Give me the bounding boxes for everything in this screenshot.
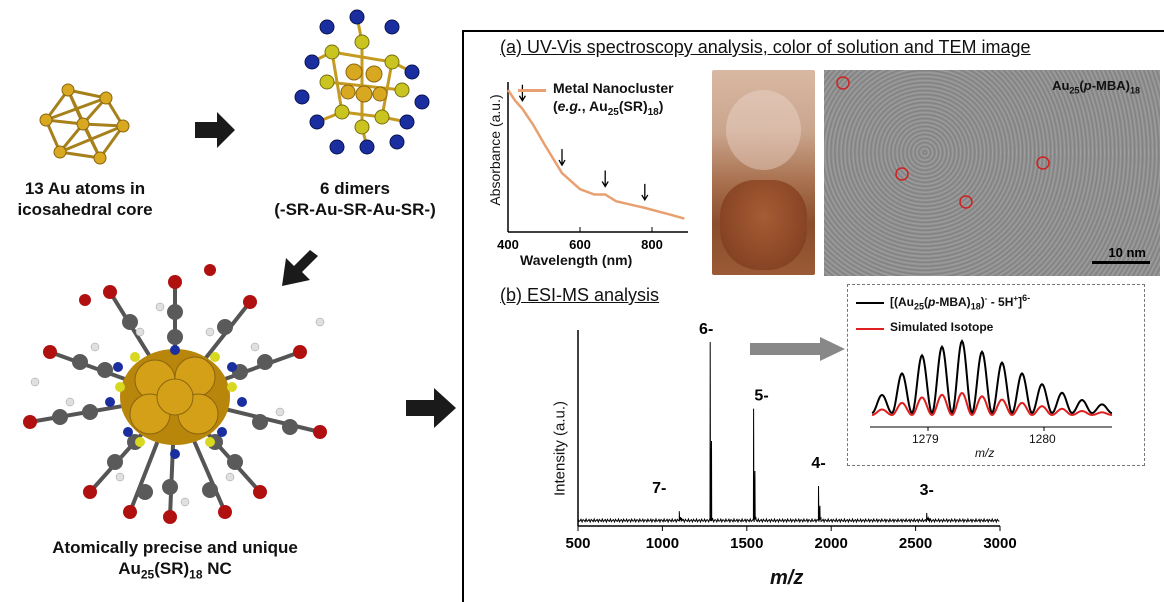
ms-xtick-label: 1500 (730, 535, 763, 552)
uvvis-plot: 400 600 800 (497, 82, 688, 252)
ms-peak-label: 3- (920, 482, 934, 499)
dimer-caption-line1: 6 dimers (320, 179, 390, 198)
inset-xtick-1280: 1280 (1029, 432, 1056, 446)
uvvis-xtick-label: 800 (641, 237, 663, 252)
nc-caption-nc: NC (202, 559, 232, 578)
nc-caption-sub-25: 25 (140, 567, 155, 582)
nc-caption-sr: (SR) (154, 559, 190, 578)
inset-legend-swatch-2 (856, 328, 884, 330)
ms-xlabel: m/z (770, 567, 804, 589)
arrow-right-2 (406, 388, 456, 428)
ms-peak-label: 4- (811, 455, 825, 472)
tem-label: Au25(p-MBA)18 (1052, 78, 1140, 96)
arrow-right-1 (195, 112, 235, 148)
scale-bar (1092, 261, 1150, 264)
uvvis-xtick-label: 400 (497, 237, 519, 252)
inset-legend-swatch-1 (856, 302, 884, 304)
scale-label: 10 nm (1108, 245, 1146, 260)
vial-meniscus (720, 180, 807, 270)
inset-plot (870, 338, 1113, 431)
panel-b-title: (b) ESI-MS analysis (500, 285, 660, 305)
au13-core-structure (39, 83, 130, 165)
nc-caption-line1: Atomically precise and unique (52, 538, 298, 557)
inset-experimental-curve (871, 338, 1113, 415)
uvvis-arrow (641, 183, 649, 202)
uvvis-arrow (558, 149, 566, 167)
ms-inset: [(Au25(p-MBA)18)- - 5H+]6- Simulated Iso… (847, 284, 1145, 466)
inset-xlabel: m/z (975, 446, 995, 460)
uvvis-xtick-label: 600 (569, 237, 591, 252)
ms-peak-label: 5- (754, 388, 768, 405)
inset-legend-2: Simulated Isotope (890, 320, 994, 334)
ms-ylabel: Intensity (a.u.) (551, 400, 569, 497)
panel-a-title: (a) UV-Vis spectroscopy analysis, color … (500, 37, 1031, 57)
nc-caption: Atomically precise and unique Au25(SR)18… (0, 537, 350, 585)
uvvis-legend-line2: (e.g., Au25(SR)18) (553, 98, 664, 118)
ms-xtick-label: 1000 (646, 535, 679, 552)
uvvis-legend-line1: Metal Nanocluster (553, 80, 674, 96)
ms-peak-label: 6- (699, 321, 713, 338)
core-caption-line2: icosahedral core (17, 200, 153, 219)
ms-xtick-label: 2000 (815, 535, 848, 552)
ms-peak-label: 7- (652, 480, 666, 497)
uvvis-xlabel: Wavelength (nm) (520, 252, 633, 268)
inset-xtick-1279: 1279 (912, 432, 939, 446)
esi-ms-plot: 500 1000 1500 2000 2500 3000 7- 6- 5- 4- 3- (565, 321, 1016, 552)
dimer-structure (294, 9, 430, 155)
uvvis-arrow-markers (518, 84, 649, 202)
tem-image: Au25(p-MBA)18 10 nm (824, 70, 1160, 276)
arrow-down-left (282, 250, 318, 286)
au25-nanocluster-structure (23, 264, 327, 524)
inset-simulated-curve (871, 391, 1113, 417)
inset-legend-1: [(Au25(p-MBA)18)- - 5H+]6- (890, 293, 1031, 312)
dimer-caption: 6 dimers (-SR-Au-SR-Au-SR-) (250, 178, 460, 220)
uvvis-ylabel: Absorbance (a.u.) (487, 94, 503, 206)
tem-circle-markers (836, 76, 1050, 209)
uvvis-arrow (601, 170, 609, 188)
core-caption: 13 Au atoms in icosahedral core (0, 178, 170, 220)
core-caption-line1: 13 Au atoms in (24, 179, 146, 198)
ms-xtick-label: 3000 (983, 535, 1016, 552)
uvvis-curve (506, 89, 685, 220)
dimer-caption-line2: (-SR-Au-SR-Au-SR-) (274, 200, 436, 219)
ms-xtick-label: 2500 (899, 535, 932, 552)
ms-spectrum (577, 341, 1000, 524)
nc-caption-line2: Au25(SR)18 NC (0, 558, 350, 585)
ms-xtick-label: 500 (565, 535, 590, 552)
uvvis-arrow (518, 84, 526, 103)
uvvis-legend-swatch (518, 89, 546, 92)
nc-caption-au: Au (118, 559, 141, 578)
vial-photo (712, 70, 815, 275)
zoom-arrow (750, 337, 845, 361)
nc-caption-sub-18: 18 (189, 567, 203, 582)
right-panel-frame (462, 30, 1164, 602)
vial-highlight (726, 90, 801, 170)
